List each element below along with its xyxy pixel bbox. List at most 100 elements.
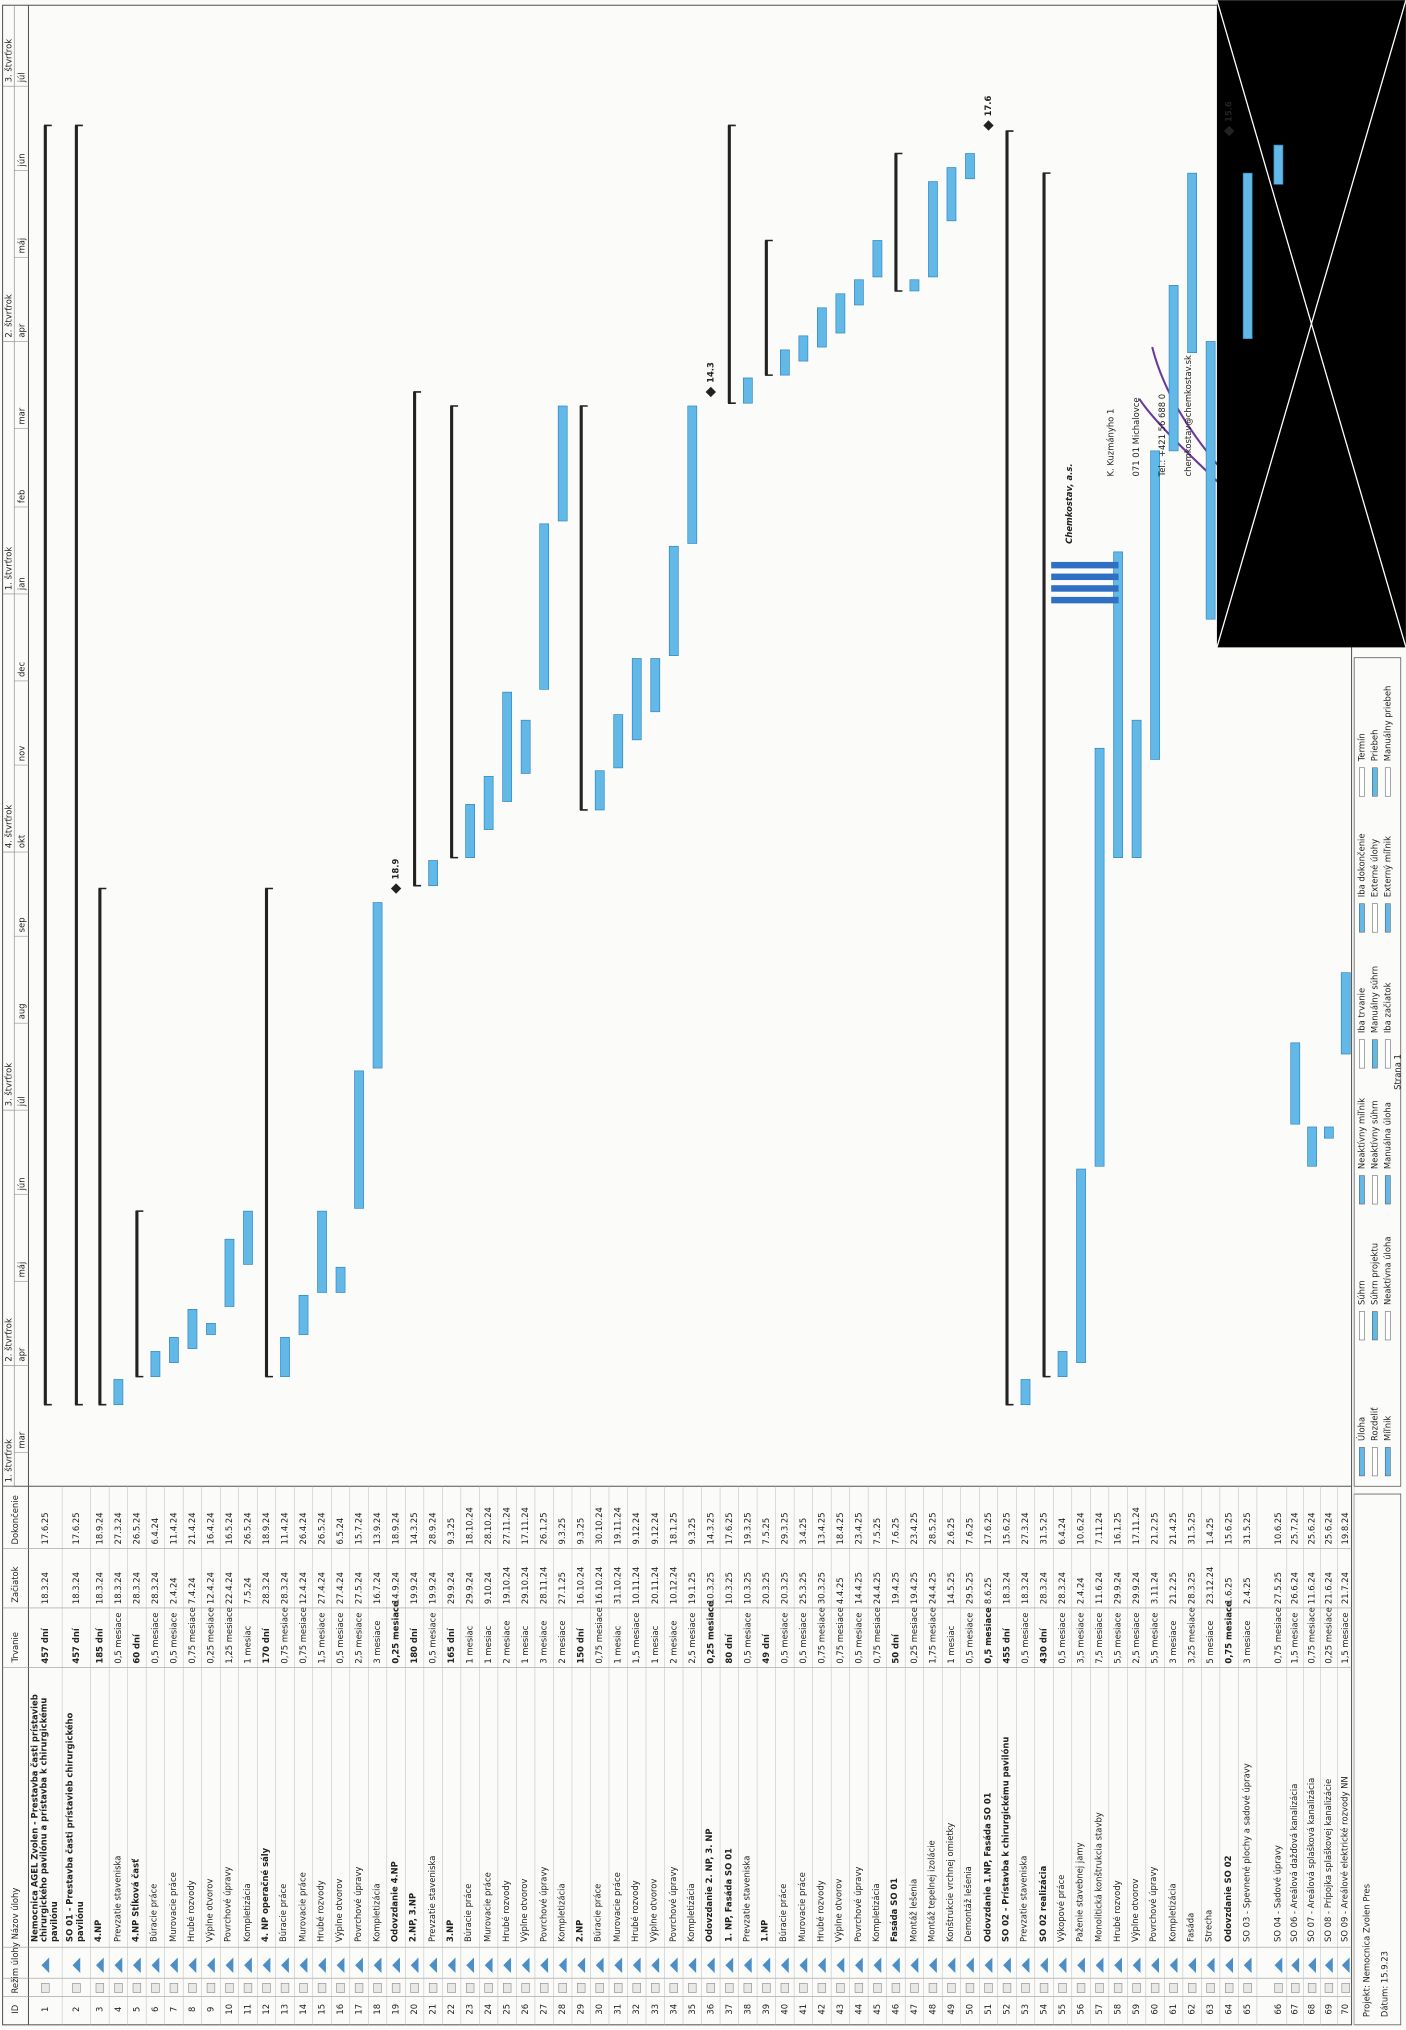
task-duration: 0,25 mesiace (909, 1607, 919, 1663)
indicator-icon (706, 1983, 715, 1993)
task-duration: 455 dní (1002, 1627, 1012, 1663)
summary-end (894, 152, 903, 292)
legend-label: Iba dokončenie (1356, 833, 1366, 897)
indicator-icon (1150, 1983, 1160, 1993)
task-finish: 6.4.24 (150, 1518, 160, 1545)
frame (2, 4, 1353, 2026)
task-finish: 17.6.25 (983, 1512, 993, 1544)
task-start: 16.10.24 (594, 1567, 604, 1604)
task-finish: 7.11.24 (1094, 1512, 1104, 1544)
indicator-icon (891, 1983, 901, 1993)
mode-icon (281, 1957, 289, 1974)
task-name: Kompletizácia (556, 1883, 567, 1942)
indicator-icon (558, 1983, 567, 1993)
column-header: ID (10, 2005, 20, 2014)
task-id: 28 (557, 2004, 567, 2015)
milestone-label: 17.6 (983, 95, 993, 116)
task-finish: 23.4.25 (909, 1512, 919, 1544)
indicator-icon (206, 1983, 216, 1993)
task-name: SO 07 - Areálová splašková kanalizácia (1305, 1777, 1317, 1942)
task-id: 14 (298, 2004, 308, 2015)
indicator-icon (1324, 1983, 1334, 1993)
month-label: mar (17, 1431, 27, 1448)
task-finish: 17.6.25 (71, 1512, 81, 1544)
legend-swatch (1372, 903, 1378, 933)
mode-icon (1021, 1957, 1030, 1974)
task-id: 65 (1242, 2004, 1252, 2015)
mode-icon (614, 1957, 623, 1974)
task-id: 15 (317, 2004, 327, 2015)
task-bar (1076, 1168, 1086, 1363)
mode-icon (558, 1957, 567, 1974)
summary-bar (727, 125, 731, 404)
task-start: 4.4.25 (835, 1577, 845, 1604)
task-start: 7.4.24 (187, 1577, 197, 1604)
task-finish: 13.9.24 (372, 1512, 382, 1544)
task-start: 26.6.24 (1290, 1572, 1300, 1604)
mode-icon (632, 1957, 641, 1974)
task-finish: 31.5.25 (1242, 1512, 1252, 1544)
task-name: Kompletizácia (686, 1883, 697, 1942)
legend-swatch (1359, 903, 1365, 933)
task-name: Výplne otvorov (834, 1878, 845, 1942)
legend-label: Neaktívna úloha (1382, 1236, 1392, 1305)
task-bar (150, 1351, 161, 1377)
task-bar (206, 1323, 216, 1335)
task-name: Búracie práce (593, 1883, 604, 1942)
task-duration: 0,5 mesiace (113, 1613, 123, 1664)
indicator-icon (614, 1983, 623, 1993)
task-id: 44 (853, 2004, 863, 2015)
indicator-icon (1243, 1983, 1252, 1993)
task-duration: 0,5 mesiace (983, 1607, 993, 1664)
task-finish: 15.7.24 (354, 1512, 364, 1544)
legend-swatch (1384, 1447, 1391, 1477)
indicator-icon (873, 1983, 882, 1993)
task-bar (650, 658, 661, 713)
task-id: 36 (705, 2004, 715, 2015)
task-bar (798, 335, 809, 362)
legend-label: Iba začiatok (1382, 982, 1392, 1033)
task-duration: 0,25 mesiace (705, 1601, 715, 1664)
task-name-cell: Povrchové úpravy (223, 1867, 233, 1942)
task-start: 3.11.24 (1150, 1572, 1160, 1604)
task-duration: 0,5 mesiace (853, 1613, 863, 1664)
task-finish: 23.4.25 (853, 1512, 863, 1544)
legend-label: Manuálny priebeh (1382, 686, 1392, 762)
indicator-icon (72, 1983, 81, 1993)
task-finish: 9.12.24 (650, 1512, 660, 1544)
column-header: Začiatok (10, 1566, 20, 1602)
task-duration: 3 mesiace (372, 1621, 382, 1664)
stamp-logo-stripe (1051, 561, 1119, 569)
task-id: 50 (964, 2004, 974, 2015)
task-start: 23.12.24 (1205, 1567, 1215, 1604)
task-duration: 0,5 mesiace (150, 1613, 160, 1664)
summary-bar (450, 405, 454, 858)
indicator-icon (1113, 1983, 1123, 1993)
indicator-icon (1021, 1983, 1030, 1993)
task-finish: 21.4.25 (1168, 1512, 1178, 1544)
task-id: 2 (71, 2007, 81, 2012)
task-duration: 7,5 mesiace (1094, 1613, 1104, 1664)
task-finish: 26.5.24 (131, 1512, 141, 1544)
indicator-icon (799, 1983, 808, 1993)
task-name: SO 09 - Areálové elektrické rozvody NN (1339, 1776, 1350, 1942)
mode-icon (873, 1957, 882, 1974)
column-header: Režim úlohy (10, 1942, 20, 1993)
indicator-icon (95, 1983, 105, 1993)
task-finish: 6.4.24 (1057, 1518, 1067, 1545)
task-bar (1290, 1042, 1301, 1125)
task-duration: 0,75 mesiace (594, 1607, 604, 1663)
task-name-cell: SO 03 - Spevnené plochy a sadové úpravy (1241, 1763, 1251, 1942)
summary-bar (264, 888, 269, 1377)
mode-icon (725, 1957, 734, 1974)
summary-bar (43, 125, 47, 1405)
task-bar (372, 902, 383, 1069)
mode-icon (966, 1957, 974, 1974)
task-name: Kompletizácia (371, 1883, 382, 1942)
milestone-label: 15.6 (1224, 101, 1234, 122)
task-name-cell: Kompletizácia (371, 1883, 382, 1942)
task-finish: 30.10.24 (594, 1507, 604, 1544)
task-duration: 0,75 mesiace (1307, 1607, 1317, 1663)
